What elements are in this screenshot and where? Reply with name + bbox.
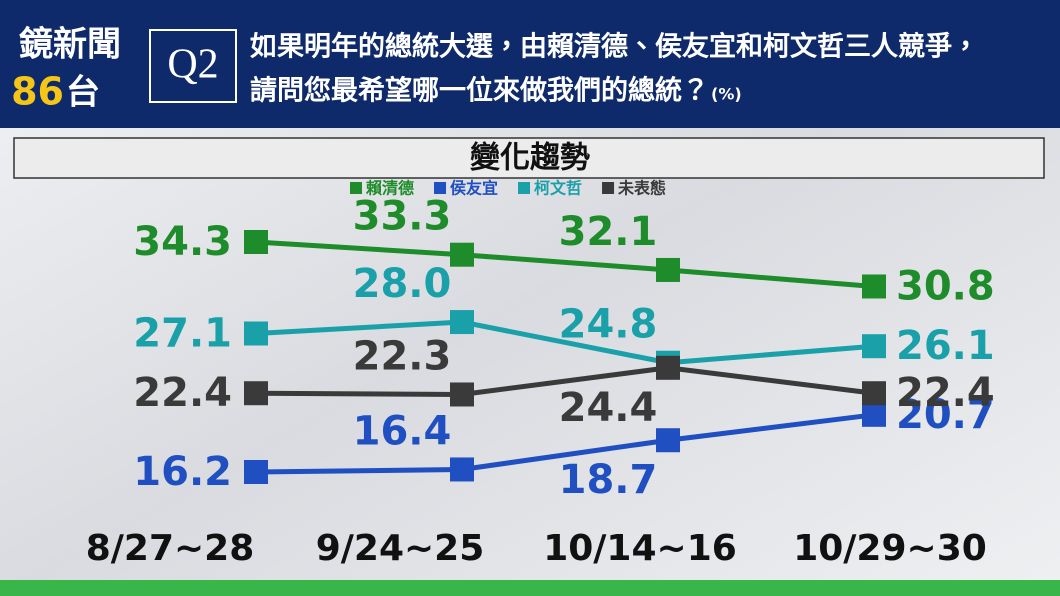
data-label: 27.1 (133, 310, 232, 356)
data-label: 16.2 (133, 449, 232, 495)
legend-label: 未表態 (617, 179, 666, 198)
data-label: 24.4 (559, 385, 658, 431)
data-label: 18.7 (559, 457, 658, 503)
legend-swatch (434, 182, 447, 194)
data-label: 22.4 (896, 370, 995, 416)
data-label: 32.1 (559, 209, 658, 255)
brand: 鏡新聞 (19, 25, 121, 65)
legend-swatch (350, 182, 362, 194)
data-label: 24.8 (559, 302, 658, 348)
marker (862, 274, 886, 299)
question-number: Q2 (167, 42, 218, 88)
x-tick-label: 9/24~25 (316, 528, 485, 569)
marker (244, 381, 268, 406)
data-label: 22.3 (353, 333, 452, 379)
data-label: 26.1 (896, 323, 995, 369)
marker (862, 334, 886, 359)
legend-label: 侯友宜 (450, 179, 498, 198)
marker (244, 460, 268, 484)
chart-title: 變化趨勢 (470, 141, 590, 176)
question-line: 如果明年的總統大選，由賴清德、侯友宜和柯文哲三人競爭， (249, 31, 979, 63)
data-label: 28.0 (353, 261, 452, 307)
marker (244, 321, 268, 346)
question-line: 請問您最希望哪一位來做我們的總統？ (250, 75, 709, 107)
data-label: 30.8 (896, 263, 995, 309)
marker (656, 257, 680, 282)
unit: (%) (711, 85, 742, 104)
bottom-stripe (0, 580, 1060, 596)
channel-suffix: 台 (66, 73, 100, 113)
legend-label: 柯文哲 (534, 179, 582, 198)
x-tick-label: 10/14~16 (543, 528, 737, 569)
legend-swatch (602, 182, 615, 194)
data-label: 22.4 (133, 370, 232, 416)
data-label: 20.7 (896, 392, 995, 438)
data-label: 34.3 (133, 219, 232, 265)
marker (656, 355, 680, 380)
series-line (255, 365, 875, 397)
header-bar (0, 0, 1060, 128)
series-line (255, 412, 875, 475)
data-label: 16.4 (353, 408, 452, 454)
marker (450, 242, 474, 267)
marker (862, 381, 886, 406)
question-box (149, 29, 237, 103)
marker (450, 310, 474, 335)
marker (862, 402, 886, 427)
marker (450, 457, 474, 482)
data-label: 33.3 (353, 194, 452, 240)
marker (450, 382, 474, 407)
series-line (255, 239, 875, 289)
legend-label: 賴清德 (366, 179, 414, 198)
series-line (255, 319, 875, 366)
x-tick-label: 10/29~30 (793, 528, 987, 569)
x-tick-label: 8/27~28 (86, 528, 255, 569)
marker (656, 428, 680, 453)
title-box (13, 137, 1045, 179)
marker (244, 230, 268, 254)
channel-number: 86 (11, 70, 64, 114)
legend-swatch (518, 182, 531, 194)
